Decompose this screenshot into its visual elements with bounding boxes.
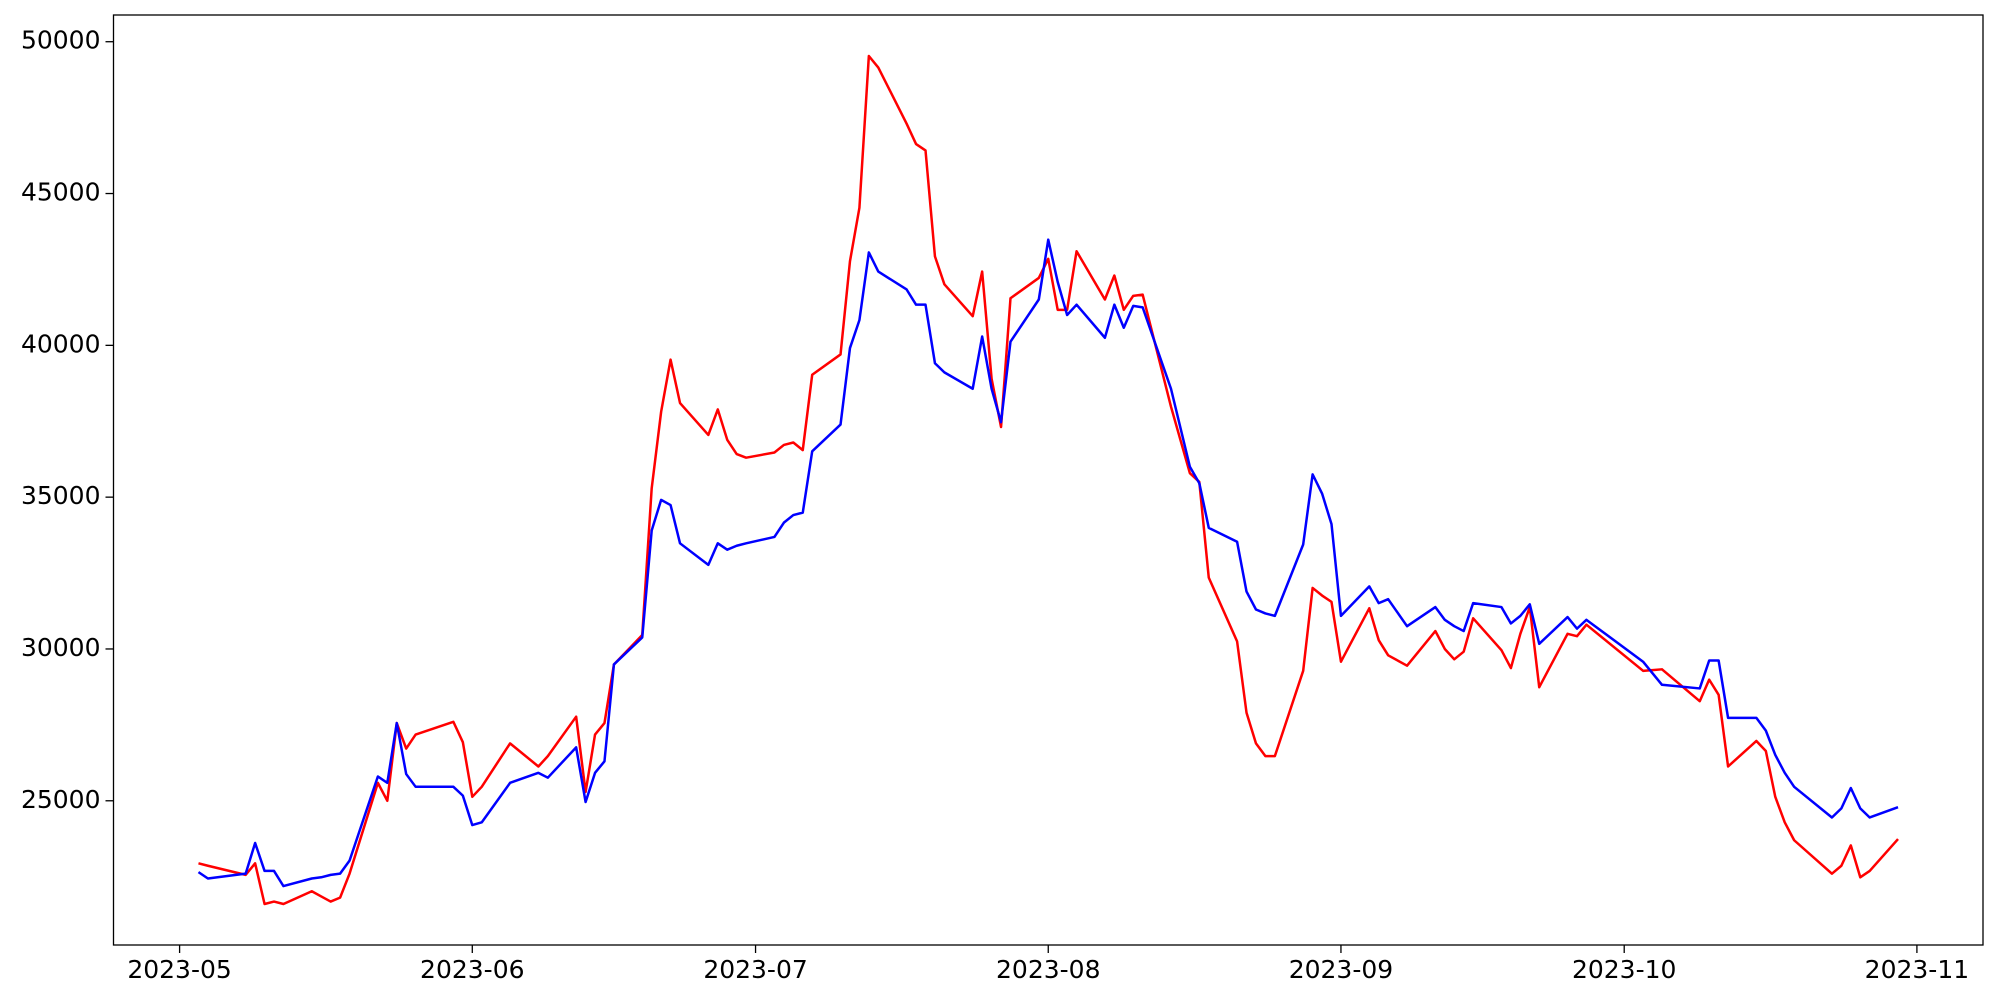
y-tick-label: 50000	[21, 26, 101, 55]
series-line	[197, 238, 1899, 888]
x-tick-label: 2023-10	[1572, 955, 1676, 984]
plot-frame	[112, 14, 1984, 946]
x-tick-label: 2023-11	[1865, 955, 1969, 984]
y-tick-label: 40000	[21, 329, 101, 358]
x-tick-label: 2023-05	[127, 955, 231, 984]
y-tick-label: 45000	[21, 178, 101, 207]
x-tick-label: 2023-06	[420, 955, 524, 984]
y-tick-label: 35000	[21, 481, 101, 510]
series-line	[198, 54, 1899, 906]
x-tick-label: 2023-07	[703, 955, 807, 984]
x-tick-label: 2023-09	[1289, 955, 1393, 984]
y-tick-label: 30000	[21, 633, 101, 662]
y-tick-label: 25000	[21, 785, 101, 814]
x-tick-label: 2023-08	[996, 955, 1100, 984]
